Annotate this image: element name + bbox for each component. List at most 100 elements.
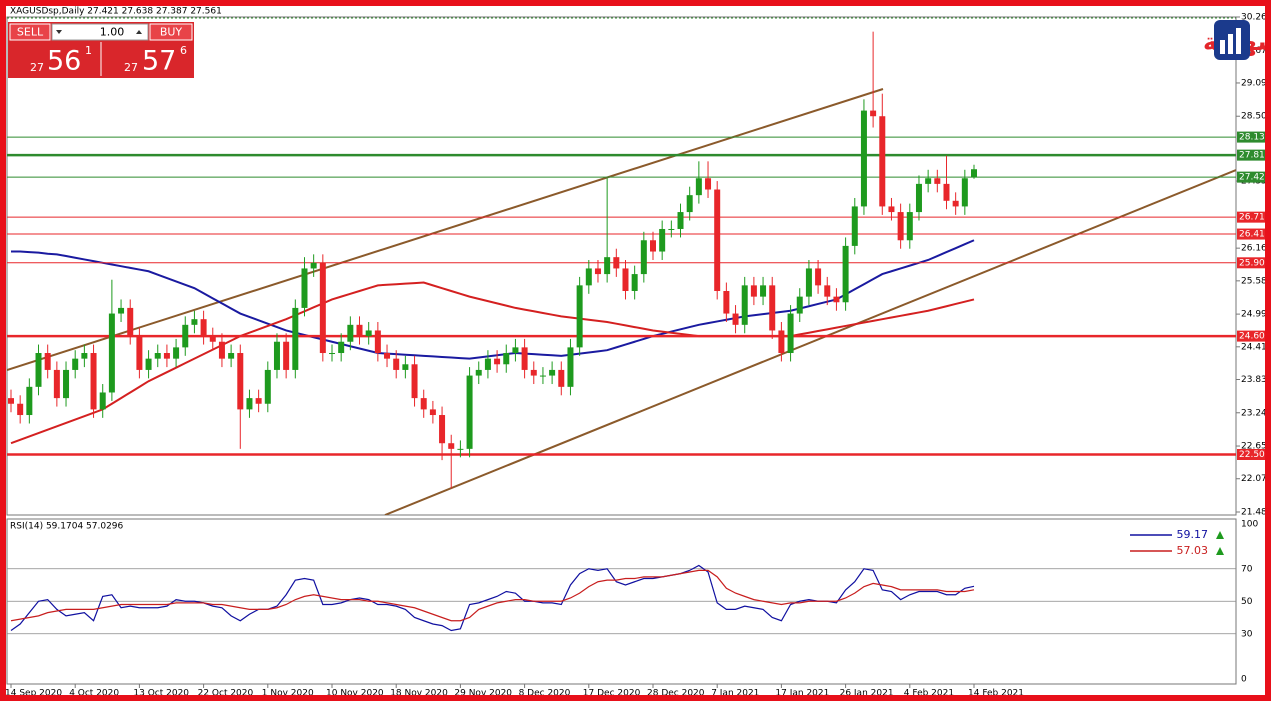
candle-body <box>503 353 510 365</box>
lot-input[interactable] <box>51 23 149 41</box>
x-tick-label: 26 Jan 2021 <box>840 689 894 699</box>
candle-body <box>154 353 161 359</box>
y-tick-label: 70 <box>1241 564 1253 574</box>
candle-body <box>411 364 418 399</box>
candle-body <box>35 353 42 387</box>
candle-body <box>659 228 666 252</box>
candle-body <box>338 341 345 354</box>
y-tick-label: 23.83 <box>1241 375 1267 385</box>
x-tick-label: 7 Jan 2021 <box>711 689 759 699</box>
candle-body <box>99 392 106 410</box>
y-tick-label: 24.41 <box>1241 342 1267 352</box>
ask-prefix: 27 <box>124 61 138 74</box>
legend-label: 59.17 <box>1177 528 1209 541</box>
candle-body <box>512 347 519 354</box>
y-tick-label: 30.26 <box>1241 13 1267 23</box>
level-label: 27.42 <box>1239 173 1265 183</box>
candle-body <box>429 409 436 416</box>
candle-body <box>539 375 546 377</box>
y-tick-label: 25.58 <box>1241 276 1267 286</box>
candle-body <box>283 341 290 370</box>
candle-body <box>81 353 88 359</box>
candle-body <box>613 257 620 269</box>
candle-body <box>760 285 767 297</box>
candle-body <box>833 296 840 303</box>
candle-body <box>925 178 932 184</box>
y-tick-label: 100 <box>1241 520 1258 530</box>
candle-body <box>163 353 170 359</box>
x-tick-label: 4 Oct 2020 <box>69 689 119 699</box>
y-tick-label: 22.07 <box>1241 474 1267 484</box>
level-label: 26.71 <box>1239 213 1265 223</box>
candle-body <box>851 206 858 246</box>
price-panel <box>7 31 1236 515</box>
candle-body <box>273 341 280 370</box>
x-tick-label: 22 Oct 2020 <box>198 689 254 699</box>
candle-body <box>209 336 216 342</box>
candle-body <box>90 353 97 410</box>
level-tag <box>1237 330 1268 342</box>
buy-button[interactable] <box>149 23 193 41</box>
candle-body <box>668 228 675 230</box>
sell-button[interactable] <box>9 23 51 41</box>
candle-body <box>686 195 693 213</box>
chart-header: XAGUSDsp,Daily 27.421 27.638 27.387 27.5… <box>10 7 222 17</box>
candle-body <box>952 200 959 207</box>
candle-body <box>732 313 739 325</box>
candle-body <box>329 353 335 355</box>
level-tag <box>1237 211 1268 223</box>
legend-arrow <box>1216 531 1224 539</box>
lot-up[interactable] <box>136 30 142 34</box>
candle-body <box>8 398 14 404</box>
candle-body <box>567 347 574 387</box>
legend-arrow <box>1216 547 1224 555</box>
buy-label: BUY <box>160 26 183 39</box>
y-tick-label: 24.99 <box>1241 310 1267 320</box>
candle-body <box>558 369 565 387</box>
candle-body <box>393 358 400 370</box>
trade-panel: SELL 1.00 BUY 27 56 1 27 57 6 <box>8 22 194 78</box>
lot-down[interactable] <box>56 30 62 34</box>
main-frame <box>6 16 1237 516</box>
y-tick-label: 23.24 <box>1241 408 1267 418</box>
x-tick-label: 4 Feb 2021 <box>904 689 954 699</box>
level-label: 22.50 <box>1239 450 1265 460</box>
candle-body <box>484 358 491 370</box>
candle-body <box>264 369 271 404</box>
candle-body <box>778 330 785 354</box>
ask-sup: 6 <box>180 44 187 57</box>
x-tick-label: 13 Oct 2020 <box>133 689 189 699</box>
ask-big: 57 <box>142 46 176 77</box>
y-tick-label: 21.48 <box>1241 508 1267 518</box>
candle-body <box>200 319 207 337</box>
level-tag <box>1237 228 1268 240</box>
candle-body <box>842 245 849 303</box>
candle-body <box>677 212 684 229</box>
y-tick-label: 26.16 <box>1241 244 1267 254</box>
candle-body <box>439 415 446 444</box>
rsi-line <box>10 569 975 622</box>
x-tick-label: 29 Nov 2020 <box>454 689 512 699</box>
y-tick-label: 30 <box>1241 629 1253 639</box>
y-tick-label: 29.09 <box>1241 78 1267 88</box>
candle-body <box>319 262 326 354</box>
candle-body <box>705 178 712 190</box>
candle-body <box>769 285 776 331</box>
candle-body <box>824 285 831 297</box>
candle-body <box>576 285 583 348</box>
sell-label: SELL <box>17 26 44 39</box>
candle-body <box>182 324 189 348</box>
level-label: 25.90 <box>1239 258 1265 268</box>
candle-body <box>750 285 757 297</box>
level-tag <box>1237 171 1268 183</box>
candle-body <box>961 178 968 207</box>
candle-body <box>640 240 647 275</box>
candle-body <box>741 285 748 325</box>
candle-body <box>650 240 656 252</box>
candle-body <box>301 268 308 308</box>
candle-body <box>26 386 33 416</box>
logo: التداول بسهولة <box>1203 20 1271 60</box>
candle-body <box>191 319 198 325</box>
